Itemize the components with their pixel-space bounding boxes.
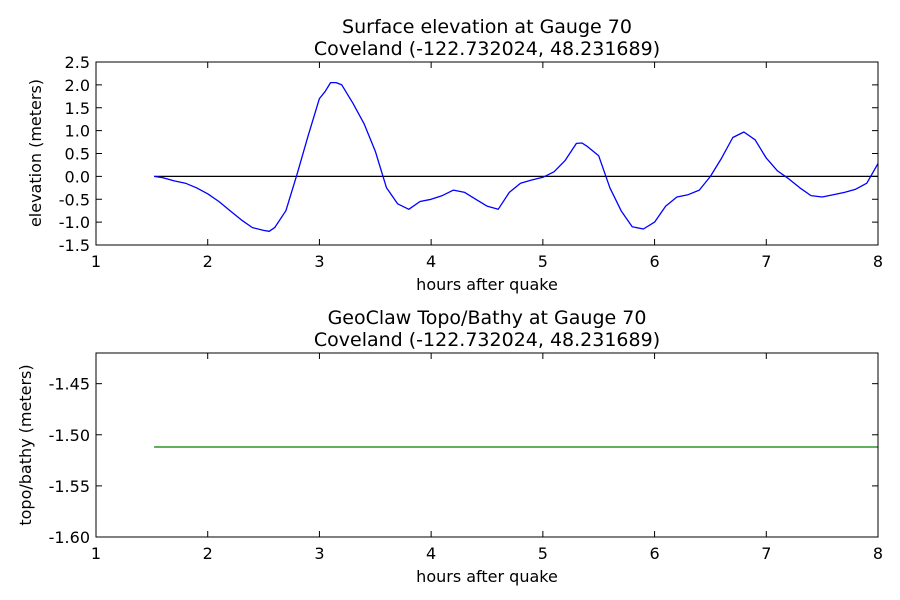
- elevation-y-tick-label: 2.0: [65, 76, 90, 95]
- elevation-chart-subtitle: Coveland (-122.732024, 48.231689): [314, 38, 660, 60]
- topo-bathy-x-tick-label: 5: [538, 544, 548, 563]
- elevation-plot-area: [154, 81, 878, 232]
- topo-bathy-x-tick-label: 7: [761, 544, 771, 563]
- topo-bathy-y-tick-label: -1.60: [49, 528, 90, 547]
- topo-bathy-y-tick-label: -1.50: [49, 426, 90, 445]
- topo-bathy-x-tick-label: 2: [203, 544, 213, 563]
- topo-bathy-axes-frame: [95, 352, 879, 538]
- topo-bathy-y-axis-label: topo/bathy (meters): [16, 364, 35, 525]
- elevation-chart-title: Surface elevation at Gauge 70: [342, 16, 632, 38]
- elevation-y-tick-label: 0.5: [65, 145, 90, 164]
- elevation-x-tick-label: 8: [873, 252, 883, 271]
- topo-bathy-x-tick-label: 3: [314, 544, 324, 563]
- elevation-chart: Surface elevation at Gauge 70 Coveland (…: [26, 16, 883, 294]
- elevation-y-tick-label: 0.0: [65, 167, 90, 186]
- elevation-x-tick-label: 2: [203, 252, 213, 271]
- elevation-y-axis-label: elevation (meters): [26, 79, 45, 227]
- elevation-y-tick-label: -1.5: [59, 236, 90, 255]
- elevation-y-tick-label: -1.0: [59, 213, 90, 232]
- topo-bathy-x-tick-label: 1: [91, 544, 101, 563]
- elevation-x-tick-label: 3: [314, 252, 324, 271]
- elevation-x-tick-label: 5: [538, 252, 548, 271]
- elevation-axes-frame: [95, 61, 879, 246]
- topo-bathy-x-tick-label: 4: [426, 544, 436, 563]
- elevation-y-tick-label: 2.5: [65, 53, 90, 72]
- elevation-x-tick-label: 4: [426, 252, 436, 271]
- topo-bathy-y-tick-label: -1.45: [49, 375, 90, 394]
- elevation-series-line: [154, 81, 878, 232]
- topo-bathy-chart-subtitle: Coveland (-122.732024, 48.231689): [314, 329, 660, 351]
- topo-bathy-x-tick-label: 6: [649, 544, 659, 563]
- elevation-y-tick-label: 1.0: [65, 122, 90, 141]
- elevation-x-tick-label: 7: [761, 252, 771, 271]
- elevation-y-tick-label: -0.5: [59, 190, 90, 209]
- elevation-x-tick-label: 6: [649, 252, 659, 271]
- topo-bathy-chart-title: GeoClaw Topo/Bathy at Gauge 70: [328, 307, 647, 329]
- elevation-x-tick-label: 1: [91, 252, 101, 271]
- topo-bathy-axis-ticks: 1 2 3 4 5 6 7 8 -1.45 -1.50 -1.55 -1.60: [49, 353, 883, 563]
- topo-bathy-y-tick-label: -1.55: [49, 477, 90, 496]
- topo-bathy-chart: GeoClaw Topo/Bathy at Gauge 70 Coveland …: [16, 307, 883, 586]
- elevation-y-tick-label: 1.5: [65, 99, 90, 118]
- elevation-x-axis-label: hours after quake: [416, 275, 558, 294]
- topo-bathy-x-axis-label: hours after quake: [416, 567, 558, 586]
- topo-bathy-x-tick-label: 8: [873, 544, 883, 563]
